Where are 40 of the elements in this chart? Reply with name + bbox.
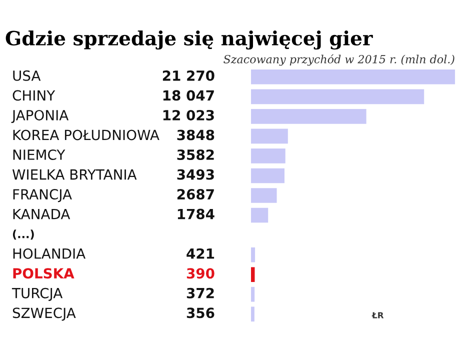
data-label: 390 xyxy=(186,268,214,279)
bar xyxy=(251,267,255,282)
bar xyxy=(251,247,256,262)
bar xyxy=(251,148,286,164)
bar xyxy=(251,168,284,184)
annotation: ŁR xyxy=(372,312,384,318)
bar xyxy=(251,188,277,203)
y-tick-label: USA xyxy=(13,70,41,81)
data-label: 372 xyxy=(186,288,214,298)
chart-title: Gdzie sprzedaje się najwięcej gier xyxy=(6,30,373,50)
y-tick-label: SZWECJA xyxy=(12,308,76,321)
bar xyxy=(251,286,255,302)
data-label: 3582 xyxy=(177,149,214,160)
y-tick-label: (...) xyxy=(12,230,34,240)
chart-subtitle: Szacowany przychód w 2015 r. (mln dol.) xyxy=(224,54,454,66)
y-tick-label: KOREA POŁUDNIOWA xyxy=(13,130,160,140)
data-label: 1784 xyxy=(178,208,214,220)
data-label: 421 xyxy=(186,248,214,259)
data-label: 2687 xyxy=(177,189,214,200)
data-label: 12 023 xyxy=(163,110,214,120)
bar xyxy=(251,89,424,104)
bar xyxy=(251,208,268,223)
bar xyxy=(251,128,288,144)
data-label: 21 270 xyxy=(162,70,214,81)
y-tick-label: NIEMCY xyxy=(13,149,66,160)
y-tick-label: TURCJA xyxy=(12,288,63,301)
y-tick-label: HOLANDIA xyxy=(13,248,86,259)
bar xyxy=(251,69,455,84)
y-tick-label: CHINY xyxy=(12,90,56,101)
bar xyxy=(251,109,366,124)
y-tick-label: WIELKA BRYTANIA xyxy=(12,169,137,180)
y-tick-label: POLSKA xyxy=(13,268,74,279)
data-label: 3848 xyxy=(177,130,214,140)
data-label: 356 xyxy=(186,308,214,318)
y-tick-label: FRANCJA xyxy=(13,189,72,202)
bar xyxy=(251,306,254,322)
y-tick-label: KANADA xyxy=(13,208,70,220)
data-label: 18 047 xyxy=(163,90,214,101)
data-label: 3493 xyxy=(177,169,214,180)
y-tick-label: JAPONIA xyxy=(11,110,69,124)
